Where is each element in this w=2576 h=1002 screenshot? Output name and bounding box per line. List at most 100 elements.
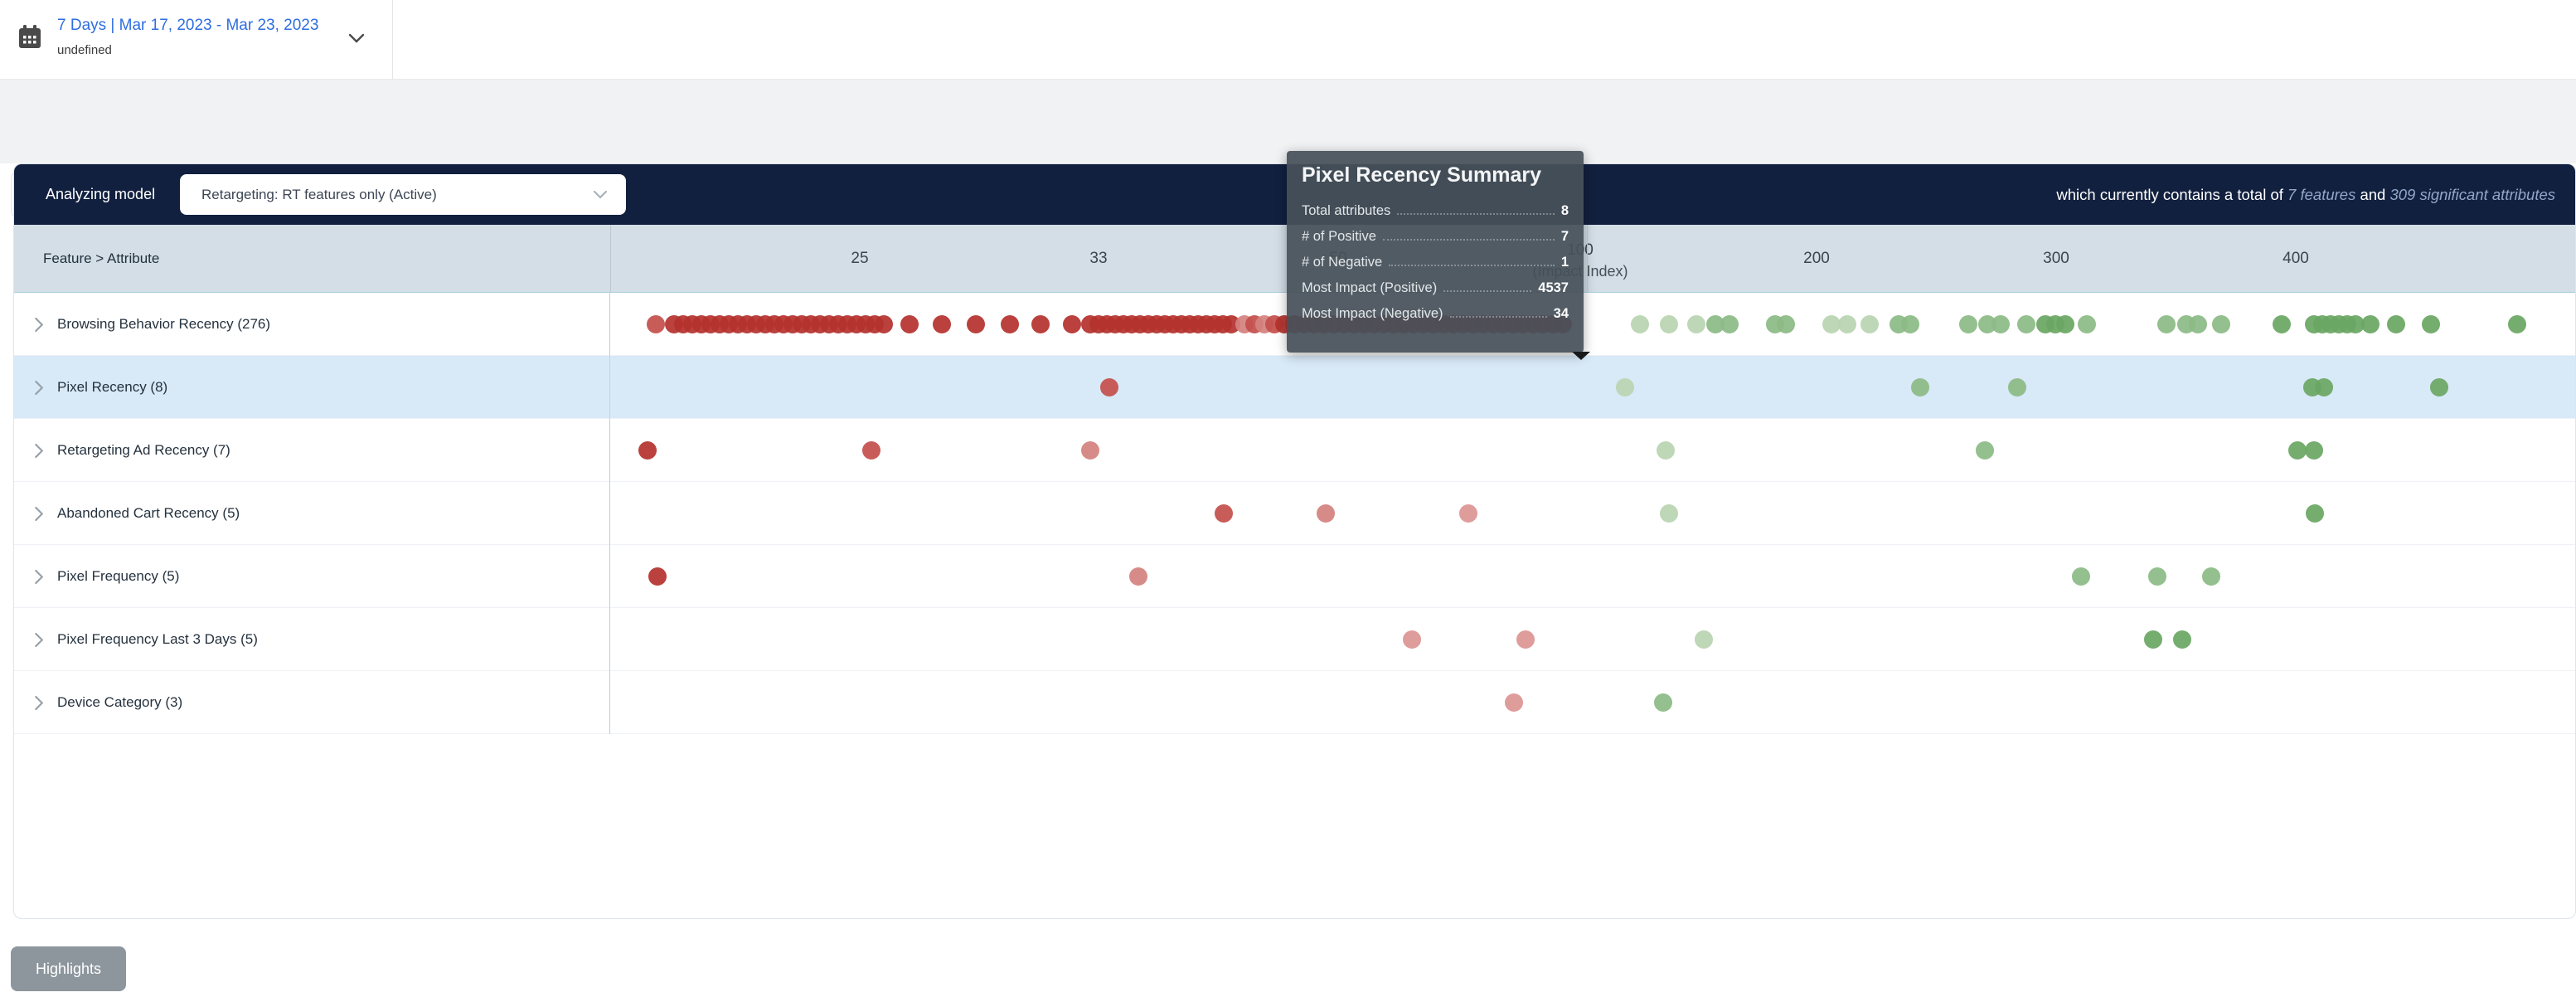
impact-dot[interactable] <box>1129 567 1147 586</box>
impact-dot[interactable] <box>900 315 919 333</box>
feature-row[interactable]: Pixel Frequency Last 3 Days (5) <box>14 608 2575 671</box>
impact-dot[interactable] <box>2346 315 2365 333</box>
feature-row[interactable]: Retargeting Ad Recency (7) <box>14 419 2575 482</box>
date-subtitle: undefined <box>57 43 112 57</box>
impact-dot[interactable] <box>1860 315 1879 333</box>
expand-chevron-icon[interactable] <box>34 506 43 521</box>
impact-dot[interactable] <box>1720 315 1739 333</box>
feature-label: Pixel Recency (8) <box>57 379 168 395</box>
feature-row[interactable]: Abandoned Cart Recency (5) <box>14 482 2575 545</box>
tooltip-stat-row: Total attributes 8 <box>1302 203 1569 218</box>
impact-dot[interactable] <box>933 315 951 333</box>
feature-label: Browsing Behavior Recency (276) <box>57 316 271 332</box>
impact-dot[interactable] <box>1616 378 1634 396</box>
impact-dot[interactable] <box>1459 504 1477 523</box>
expand-chevron-icon[interactable] <box>34 443 43 458</box>
expand-chevron-icon[interactable] <box>34 632 43 647</box>
impact-dot[interactable] <box>2387 315 2405 333</box>
impact-dot[interactable] <box>2148 567 2166 586</box>
axis-tick-25: 25 <box>851 250 869 267</box>
impact-dot[interactable] <box>1657 441 1675 460</box>
chevron-down-icon <box>348 33 365 43</box>
impact-dot[interactable] <box>2144 630 2162 649</box>
feature-label: Device Category (3) <box>57 694 183 710</box>
impact-dot[interactable] <box>2173 630 2191 649</box>
impact-dot[interactable] <box>1031 315 1050 333</box>
impact-dot[interactable] <box>2017 315 2035 333</box>
impact-dot[interactable] <box>1777 315 1795 333</box>
model-select-dropdown[interactable]: Retargeting: RT features only (Active) <box>180 174 626 215</box>
impact-dot[interactable] <box>2306 504 2324 523</box>
date-range-picker[interactable]: 7 Days | Mar 17, 2023 - Mar 23, 2023 und… <box>0 0 393 80</box>
expand-chevron-icon[interactable] <box>34 569 43 584</box>
impact-dot[interactable] <box>1911 378 1929 396</box>
impact-dot[interactable] <box>638 441 657 460</box>
impact-dot[interactable] <box>2273 315 2291 333</box>
impact-dot[interactable] <box>1838 315 1856 333</box>
expand-chevron-icon[interactable] <box>34 317 43 332</box>
impact-dot[interactable] <box>2361 315 2380 333</box>
impact-dot[interactable] <box>2078 315 2096 333</box>
feature-label-cell: Browsing Behavior Recency (276) <box>14 293 610 356</box>
impact-dot[interactable] <box>2288 441 2307 460</box>
impact-dot[interactable] <box>1001 315 1019 333</box>
impact-dot[interactable] <box>2008 378 2026 396</box>
impact-dot[interactable] <box>2202 567 2220 586</box>
impact-dot[interactable] <box>862 441 880 460</box>
tooltip-pointer <box>1572 352 1590 360</box>
tooltip-stat-row: # of Positive 7 <box>1302 229 1569 244</box>
impact-dot[interactable] <box>1976 441 1994 460</box>
highlights-button[interactable]: Highlights <box>11 946 126 991</box>
feature-row[interactable]: Device Category (3) <box>14 671 2575 734</box>
feature-label-cell: Pixel Frequency Last 3 Days (5) <box>14 608 610 671</box>
impact-dot[interactable] <box>2056 315 2074 333</box>
impact-dot[interactable] <box>1901 315 1919 333</box>
impact-dot[interactable] <box>2508 315 2526 333</box>
model-summary-text: which currently contains a total of 7 fe… <box>2056 186 2555 203</box>
impact-dot[interactable] <box>1959 315 1977 333</box>
impact-dot[interactable] <box>1081 441 1099 460</box>
impact-dot[interactable] <box>2157 315 2176 333</box>
impact-dot[interactable] <box>2422 315 2440 333</box>
impact-dot[interactable] <box>1706 315 1725 333</box>
impact-dot[interactable] <box>1631 315 1649 333</box>
feature-label: Pixel Frequency (5) <box>57 568 180 584</box>
axis-tick-33: 33 <box>1089 250 1108 267</box>
feature-label-cell: Abandoned Cart Recency (5) <box>14 482 610 545</box>
impact-dot[interactable] <box>1695 630 1713 649</box>
impact-dot[interactable] <box>647 315 665 333</box>
impact-dot[interactable] <box>1063 315 1081 333</box>
impact-dot[interactable] <box>1215 504 1233 523</box>
impact-dot[interactable] <box>1516 630 1535 649</box>
feature-row[interactable]: Pixel Frequency (5) <box>14 545 2575 608</box>
impact-dot[interactable] <box>2072 567 2090 586</box>
impact-dot[interactable] <box>648 567 667 586</box>
feature-row[interactable]: Pixel Recency (8) <box>14 356 2575 419</box>
expand-chevron-icon[interactable] <box>34 695 43 710</box>
impact-dot[interactable] <box>2430 378 2448 396</box>
impact-dot[interactable] <box>967 315 985 333</box>
impact-dot[interactable] <box>1317 504 1335 523</box>
impact-dot[interactable] <box>1687 315 1705 333</box>
impact-dot[interactable] <box>1660 504 1678 523</box>
expand-chevron-icon[interactable] <box>34 380 43 395</box>
model-select-value: Retargeting: RT features only (Active) <box>201 187 437 202</box>
axis-tick-300: 300 <box>2043 250 2069 267</box>
impact-dot[interactable] <box>2315 378 2333 396</box>
impact-dot[interactable] <box>2212 315 2230 333</box>
summary-tooltip: Pixel Recency Summary Total attributes 8 #… <box>1287 151 1584 353</box>
impact-dot[interactable] <box>1822 315 1841 333</box>
impact-dot[interactable] <box>875 315 893 333</box>
feature-label: Pixel Frequency Last 3 Days (5) <box>57 631 258 647</box>
feature-rows: Browsing Behavior Recency (276) Pixel Rec… <box>14 293 2575 734</box>
impact-dot[interactable] <box>1100 378 1118 396</box>
impact-dot[interactable] <box>2305 441 2323 460</box>
impact-dot[interactable] <box>1991 315 2010 333</box>
impact-dot[interactable] <box>1403 630 1421 649</box>
calendar-icon <box>19 25 41 48</box>
impact-dot[interactable] <box>1654 693 1672 712</box>
impact-dot[interactable] <box>1660 315 1678 333</box>
chevron-down-icon <box>593 190 608 199</box>
impact-dot[interactable] <box>2189 315 2207 333</box>
impact-dot[interactable] <box>1505 693 1523 712</box>
